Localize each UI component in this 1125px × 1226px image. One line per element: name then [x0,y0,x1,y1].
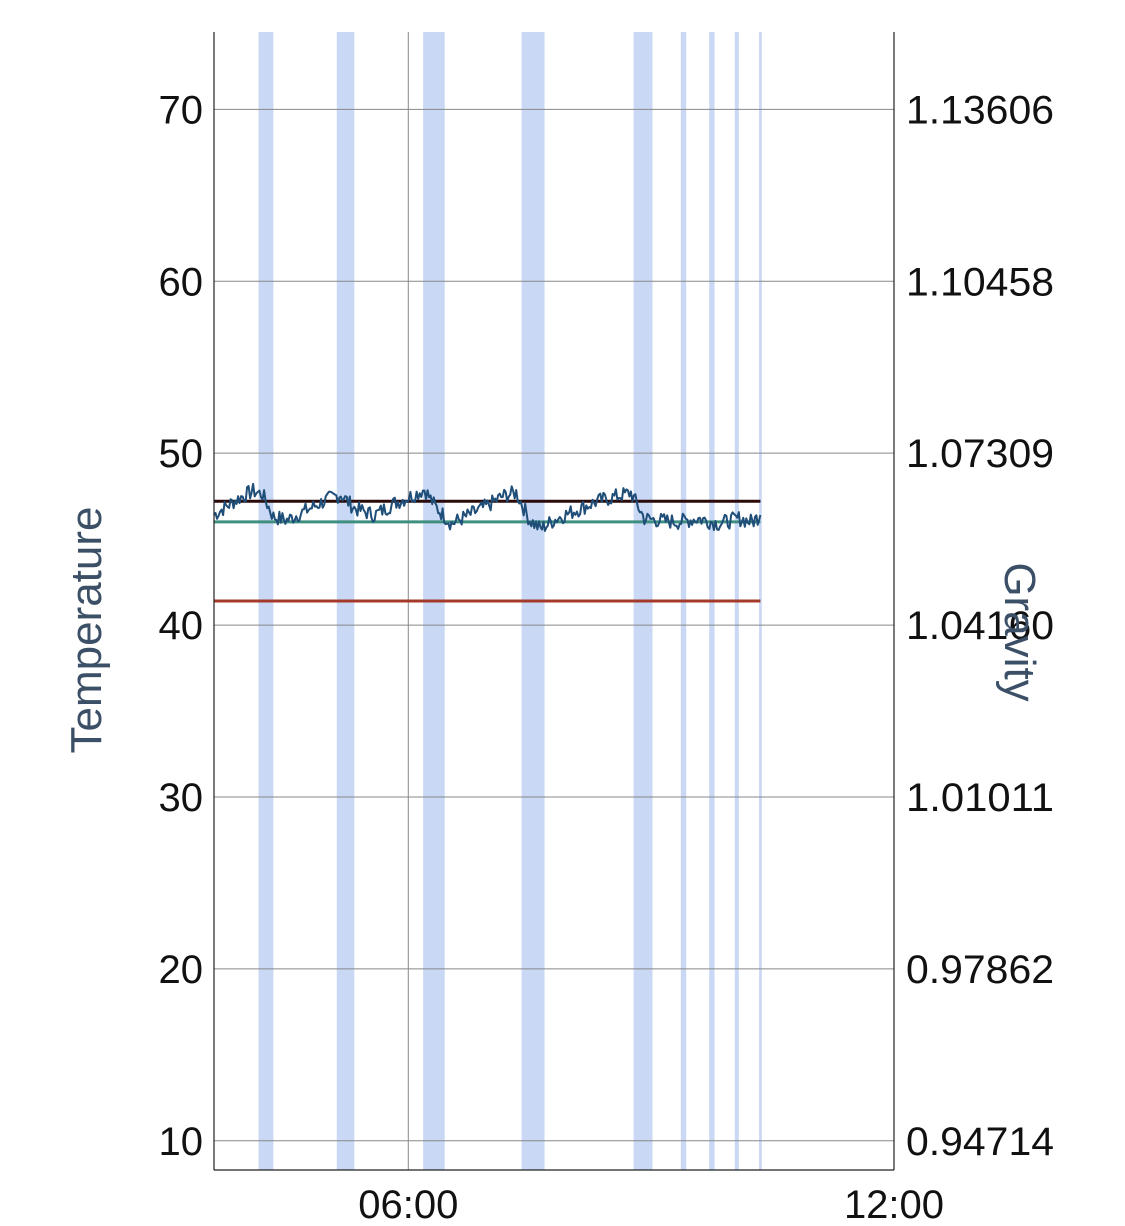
left-tick-label: 10 [159,1120,204,1164]
right-tick-label: 0.94714 [906,1120,1054,1164]
right-tick-label: 1.04160 [906,604,1054,648]
x-tick-labels: 06:00 12:00 [358,1183,944,1226]
x-tick-label: 12:00 [844,1183,944,1226]
temperature-line [213,482,762,532]
left-tick-label: 60 [159,260,204,304]
right-tick-labels: 1.13606 1.10458 1.07309 1.04160 1.01011 0.978… [906,88,1054,1163]
y-axis-left-title: Temperature [62,506,111,753]
right-tick-label: 1.01011 [906,776,1054,820]
left-tick-label: 30 [159,776,204,820]
axes [213,32,895,1171]
left-tick-labels: 70 60 50 40 30 20 10 [159,88,204,1163]
y-axis-right-title: Gravity [995,562,1044,701]
right-tick-label: 1.13606 [906,88,1054,132]
right-tick-label: 1.10458 [906,260,1054,304]
left-tick-label: 50 [159,432,204,476]
left-tick-label: 40 [159,604,204,648]
left-tick-label: 20 [159,948,204,992]
right-tick-label: 1.07309 [906,432,1054,476]
right-tick-label: 0.97862 [906,948,1054,992]
left-tick-label: 70 [159,88,204,132]
temperature-series [213,482,762,532]
x-tick-label: 06:00 [358,1183,458,1226]
